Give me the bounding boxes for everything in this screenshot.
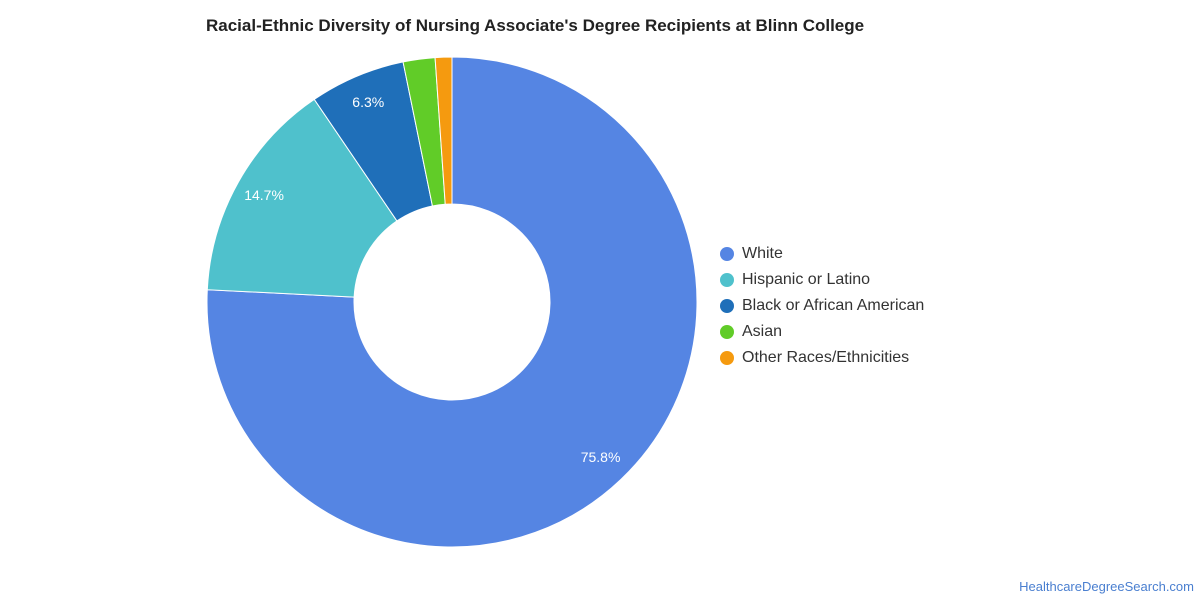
legend-item-black-or-african-american[interactable]: Black or African American [720, 293, 924, 319]
legend-label-asian: Asian [742, 323, 783, 340]
slice-other-races-ethnicities[interactable] [434, 56, 453, 205]
legend-swatch-white [720, 247, 734, 261]
data-label-hispanic-or-latino: 14.7% [244, 187, 284, 203]
legend-swatch-asian [720, 325, 734, 339]
legend-label-black-or-african-american: Black or African American [742, 297, 925, 314]
legend-label-white: White [742, 245, 783, 262]
legend-swatch-hispanic-or-latino [720, 273, 734, 287]
legend-label-hispanic-or-latino: Hispanic or Latino [742, 271, 871, 288]
legend-item-other-races-ethnicities[interactable]: Other Races/Ethnicities [720, 345, 924, 371]
slice-white[interactable] [206, 56, 698, 548]
data-label-black-or-african-american: 6.3% [352, 94, 384, 110]
data-label-white: 75.8% [581, 449, 621, 465]
legend-item-asian[interactable]: Asian [720, 319, 924, 345]
chart-title: Racial-Ethnic Diversity of Nursing Assoc… [206, 16, 865, 35]
chart-legend: White Hispanic or Latino Black or Africa… [720, 241, 924, 371]
legend-swatch-other-races-ethnicities [720, 351, 734, 365]
legend-item-hispanic-or-latino[interactable]: Hispanic or Latino [720, 267, 924, 293]
slice-hispanic-or-latino[interactable] [206, 98, 398, 298]
legend-item-white[interactable]: White [720, 241, 924, 267]
legend-label-other-races-ethnicities: Other Races/Ethnicities [742, 349, 910, 366]
source-credit-link[interactable]: HealthcareDegreeSearch.com [1019, 579, 1194, 594]
legend-swatch-black-or-african-american [720, 299, 734, 313]
